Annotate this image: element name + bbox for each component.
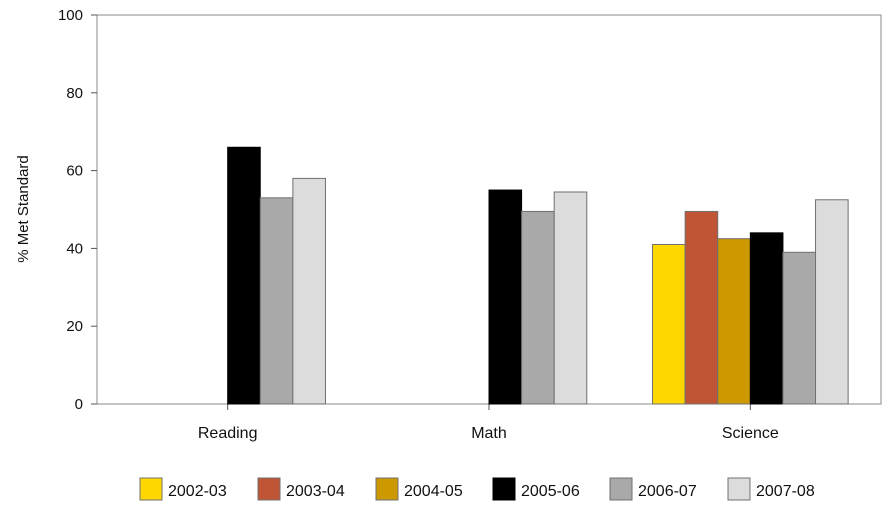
x-tick-label: Science [722,425,779,442]
x-tick-label: Math [471,425,507,442]
legend-label: 2002-03 [168,483,227,500]
bar-science-2007-08 [815,199,849,405]
y-tick-label: 60 [66,163,83,180]
x-tick-label: Reading [198,425,258,442]
legend-label: 2007-08 [756,483,815,500]
legend-label: 2005-06 [521,483,580,500]
legend-swatch [139,477,163,501]
legend-swatch [609,477,633,501]
legend-swatch [257,477,281,501]
legend-swatch [727,477,751,501]
y-axis-label: % Met Standard [15,155,32,263]
bars [227,146,849,405]
bar-math-2006-07 [521,210,555,405]
bar-math-2007-08 [553,191,588,405]
legend-swatch [375,477,399,501]
y-tick-label: 100 [58,7,83,24]
bar-reading-2006-07 [259,197,294,405]
legend: 2002-03 2003-04 2004-05 2005-06 2006-07 2007-… [139,477,815,501]
bar-reading-2007-08 [292,177,326,405]
bar-math-2005-06 [488,189,523,405]
y-tick-label: 0 [75,396,83,413]
bar-science-2004-05 [717,238,751,405]
y-tick-label: 80 [66,85,83,102]
legend-label: 2003-04 [286,483,345,500]
bar-science-2005-06 [749,232,784,405]
y-axis: 0 20 40 60 80 100 [58,7,97,413]
legend-swatch [492,477,516,501]
x-axis: Reading Math Science [198,404,779,442]
bar-science-2006-07 [782,251,817,405]
bar-science-2003-04 [684,210,719,405]
legend-label: 2006-07 [638,483,697,500]
legend-label: 2004-05 [404,483,463,500]
bar-reading-2005-06 [227,146,261,405]
y-tick-label: 40 [66,240,83,257]
bar-science-2002-03 [652,244,686,405]
y-tick-label: 20 [66,318,83,335]
